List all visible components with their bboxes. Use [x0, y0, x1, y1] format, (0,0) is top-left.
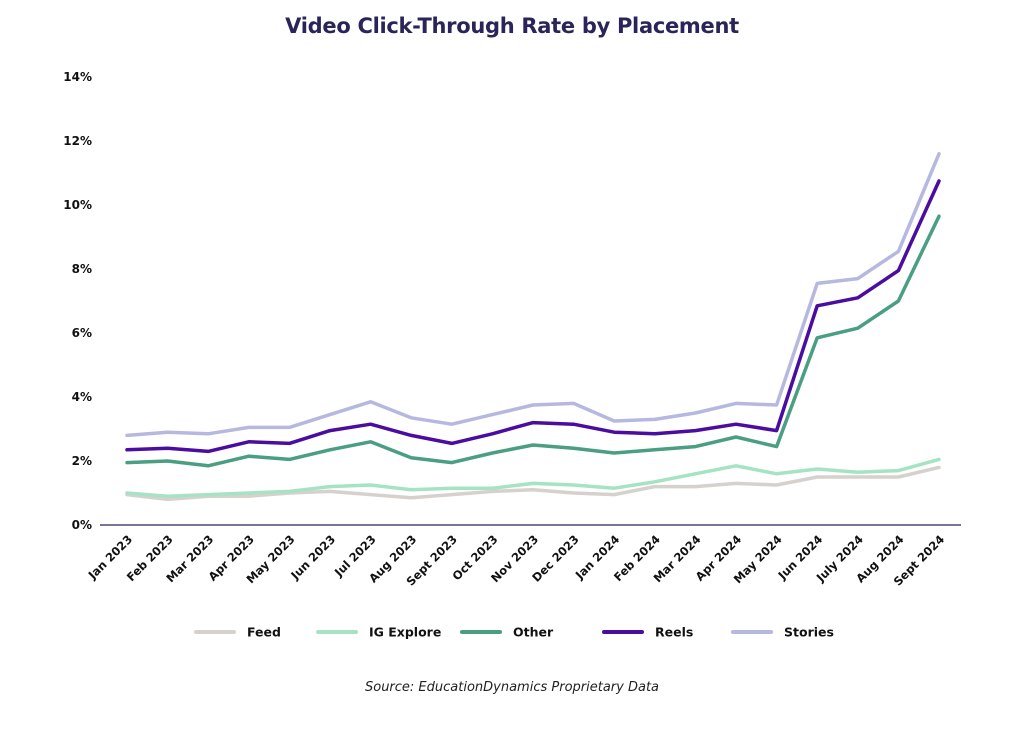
series-lines	[125, 152, 941, 502]
y-axis-ticks: 0% 2% 4% 6% 8% 10% 12% 14%	[63, 70, 92, 532]
legend-label: Feed	[247, 625, 281, 640]
legend-item: Reels	[602, 625, 693, 640]
series-line-ig-explore	[125, 457, 941, 498]
y-tick-label: 8%	[72, 262, 92, 276]
y-tick-label: 14%	[63, 70, 92, 84]
series-line-reels	[125, 179, 941, 454]
legend-label: Stories	[784, 625, 834, 640]
series-line-stories	[125, 152, 941, 438]
series-line-other	[125, 214, 941, 468]
series-line-feed	[125, 465, 941, 502]
y-tick-label: 6%	[72, 326, 92, 340]
legend-item: Other	[460, 625, 554, 640]
y-tick-label: 0%	[72, 518, 92, 532]
legend-label: Other	[513, 625, 554, 640]
legend-label: Reels	[655, 625, 693, 640]
source-note: Source: EducationDynamics Proprietary Da…	[364, 680, 660, 695]
legend-label: IG Explore	[369, 625, 441, 640]
y-tick-label: 2%	[72, 454, 92, 468]
legend: Feed IG Explore Other Reels Stories	[194, 625, 834, 640]
chart-title: Video Click-Through Rate by Placement	[285, 14, 739, 38]
y-tick-label: 10%	[63, 198, 92, 212]
legend-item: Feed	[194, 625, 281, 640]
y-tick-label: 12%	[63, 134, 92, 148]
y-tick-label: 4%	[72, 390, 92, 404]
legend-item: Stories	[731, 625, 834, 640]
legend-item: IG Explore	[316, 625, 441, 640]
